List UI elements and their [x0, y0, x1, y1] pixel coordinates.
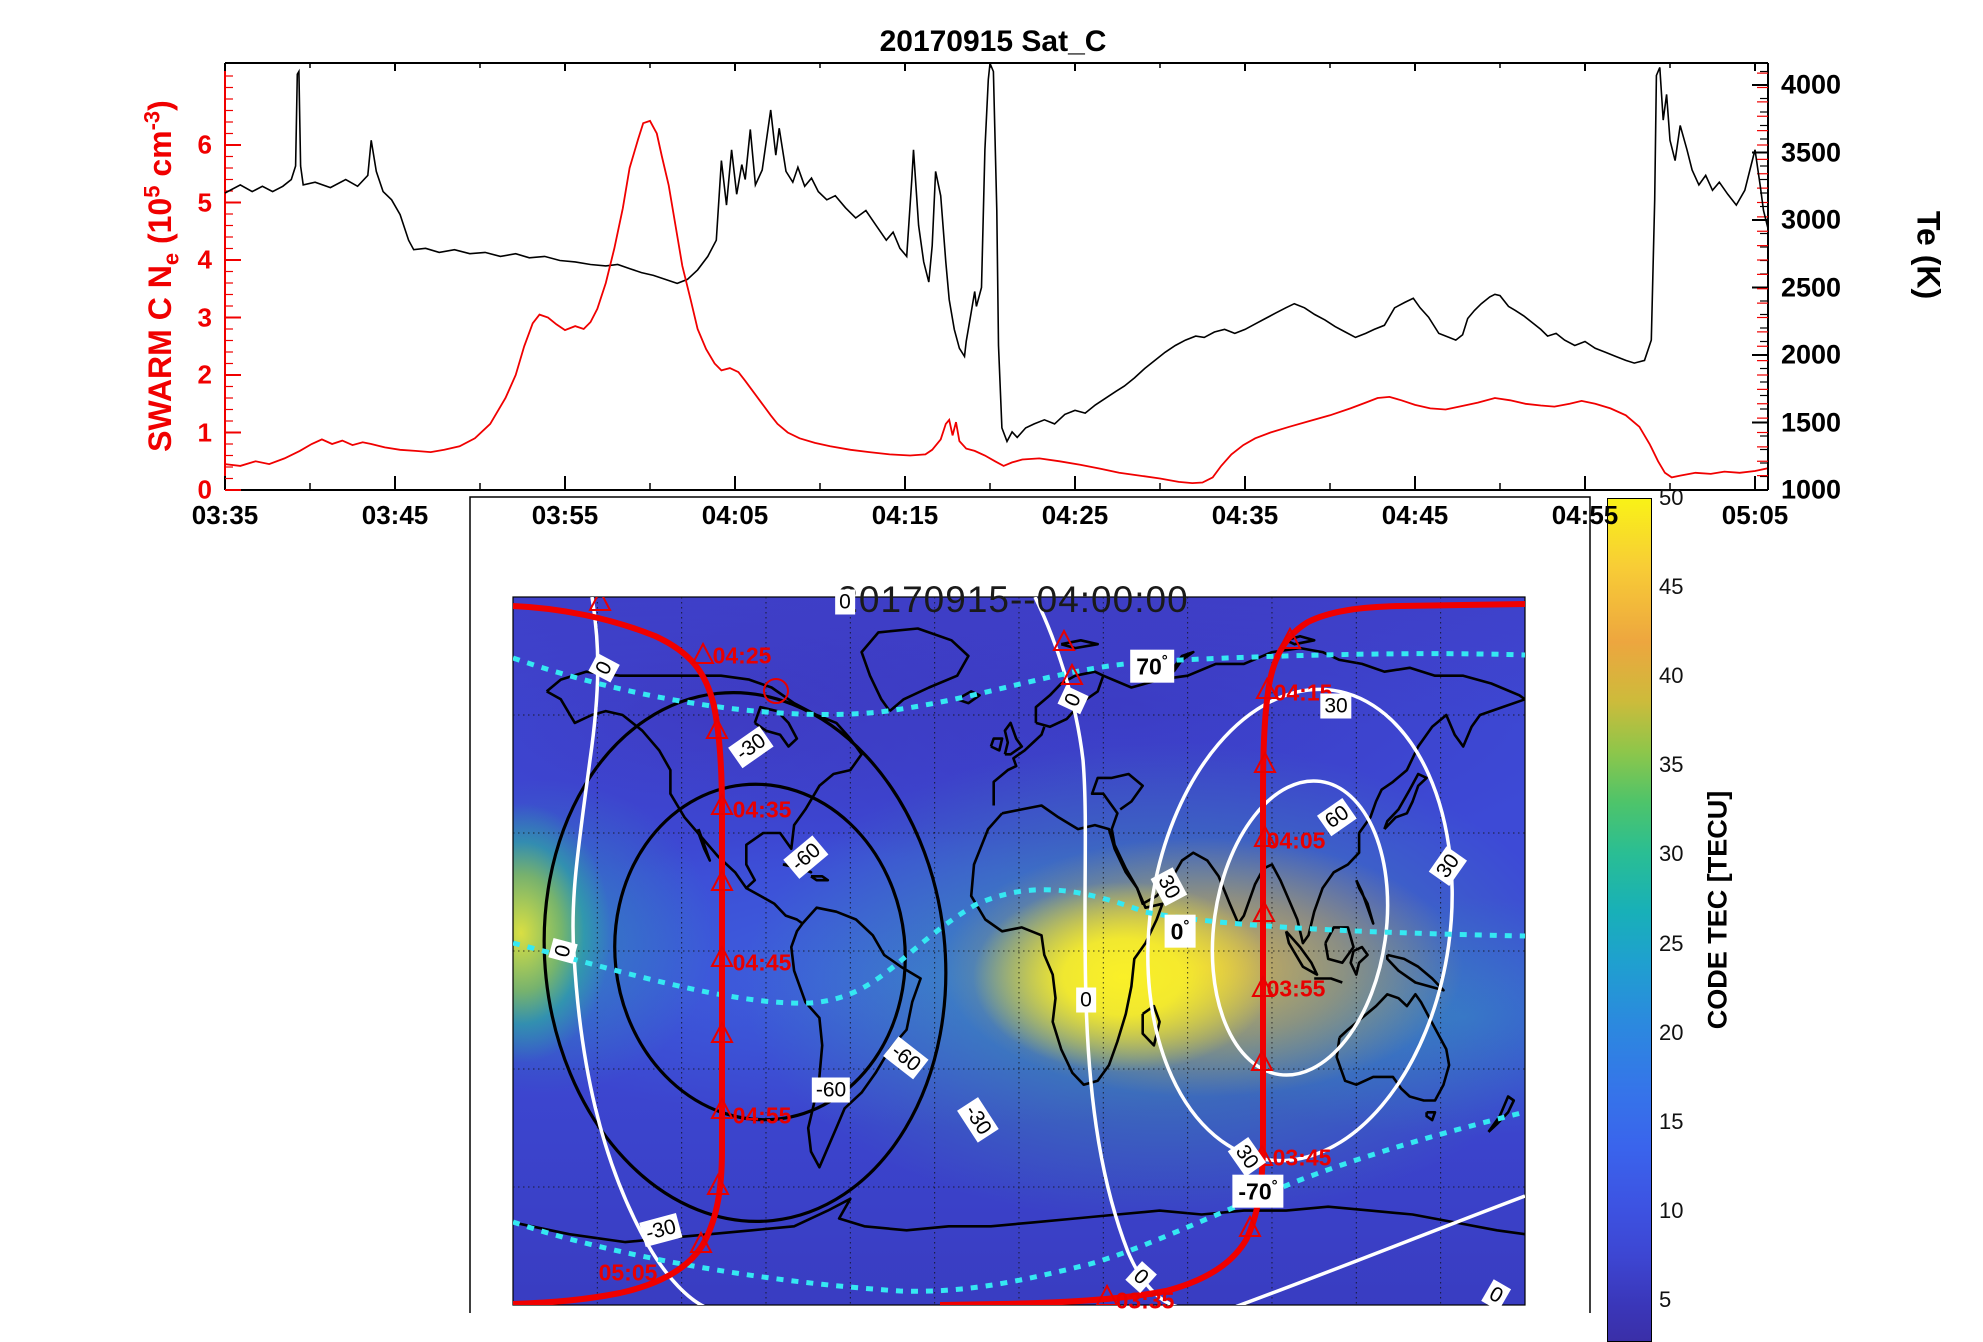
track-ascending-east — [939, 601, 1525, 1305]
coastline — [753, 705, 799, 748]
chart-curves — [224, 63, 1767, 485]
track-triangle-marker — [710, 1096, 734, 1119]
contour-minus60 — [613, 782, 907, 1122]
track-triangle-marker — [1052, 628, 1076, 651]
coastline — [745, 886, 804, 925]
track-triangle-marker — [689, 1230, 713, 1253]
coastline — [810, 875, 830, 882]
coastlines — [513, 627, 1525, 1244]
coastline — [1090, 698, 1525, 945]
track-descending-west — [513, 603, 725, 1305]
track-triangle-marker — [1278, 626, 1302, 649]
figure-canvas: 20170915 Sat_C SWARM C Ne (105 cm-3) Te … — [139, 25, 1947, 1342]
track-triangle-marker — [710, 944, 734, 967]
track-triangle-marker — [691, 641, 715, 664]
maglat-minus70-line — [513, 1109, 1525, 1294]
track-triangle-marker — [1253, 824, 1277, 847]
contour-plus60 — [1210, 779, 1390, 1077]
track-triangle-marker — [1251, 974, 1275, 997]
coastline — [956, 690, 981, 705]
maglat-0-line — [513, 887, 1525, 1006]
map-axes-box — [469, 496, 1591, 1313]
coastline — [1383, 772, 1428, 830]
ne-curve — [224, 119, 1767, 485]
coastline — [989, 737, 1004, 752]
track-triangle-marker — [710, 792, 734, 815]
contour-plus30 — [1146, 687, 1454, 1163]
satellite-position-circle — [763, 678, 789, 704]
coastline — [1284, 930, 1319, 976]
magnetic-latitude-lines — [513, 651, 1525, 1294]
track-triangle-marker — [1060, 662, 1084, 685]
coastline — [969, 804, 1164, 1086]
coastline — [860, 627, 970, 713]
contour-zero-west — [571, 597, 705, 1305]
track-triangle-marker — [1095, 1283, 1119, 1305]
coastline — [1335, 993, 1451, 1102]
coastline — [1314, 977, 1343, 984]
coastline — [1003, 721, 1024, 756]
track-triangle-marker — [710, 1020, 734, 1043]
track-triangle-marker — [1250, 1048, 1274, 1071]
track-triangle-marker — [706, 1172, 730, 1195]
coastline — [1034, 670, 1105, 729]
coastline — [992, 726, 1046, 806]
te-curve — [224, 63, 1767, 444]
coastline — [1425, 1111, 1437, 1122]
coastline — [1349, 945, 1369, 976]
coastline — [1060, 639, 1099, 650]
contour-zero-southeast — [1235, 1194, 1525, 1305]
coastline — [1487, 1095, 1516, 1133]
contour-minus30 — [542, 691, 948, 1223]
figure-graphics — [224, 62, 1769, 1313]
contour-zero-europe-africa — [1033, 597, 1178, 1305]
coastline — [1324, 926, 1355, 965]
track-triangle-marker — [1253, 750, 1277, 773]
coastline — [782, 863, 813, 874]
contours-negative — [542, 691, 948, 1223]
coastline — [513, 1197, 1525, 1244]
chart-axes — [224, 62, 1769, 491]
coastline — [790, 906, 922, 1169]
coastline — [1355, 879, 1375, 925]
track-triangle-marker — [1252, 899, 1276, 922]
coastline — [697, 828, 712, 862]
tec-colorbar — [1607, 498, 1652, 1342]
track-triangle-marker — [705, 716, 729, 739]
track-triangle-marker — [710, 868, 734, 891]
track-triangle-marker — [1238, 1214, 1262, 1237]
map-gridlines — [513, 597, 1525, 1305]
track-triangle-marker — [588, 597, 612, 611]
coastline — [1386, 953, 1445, 992]
track-triangle-marker — [1255, 676, 1279, 699]
